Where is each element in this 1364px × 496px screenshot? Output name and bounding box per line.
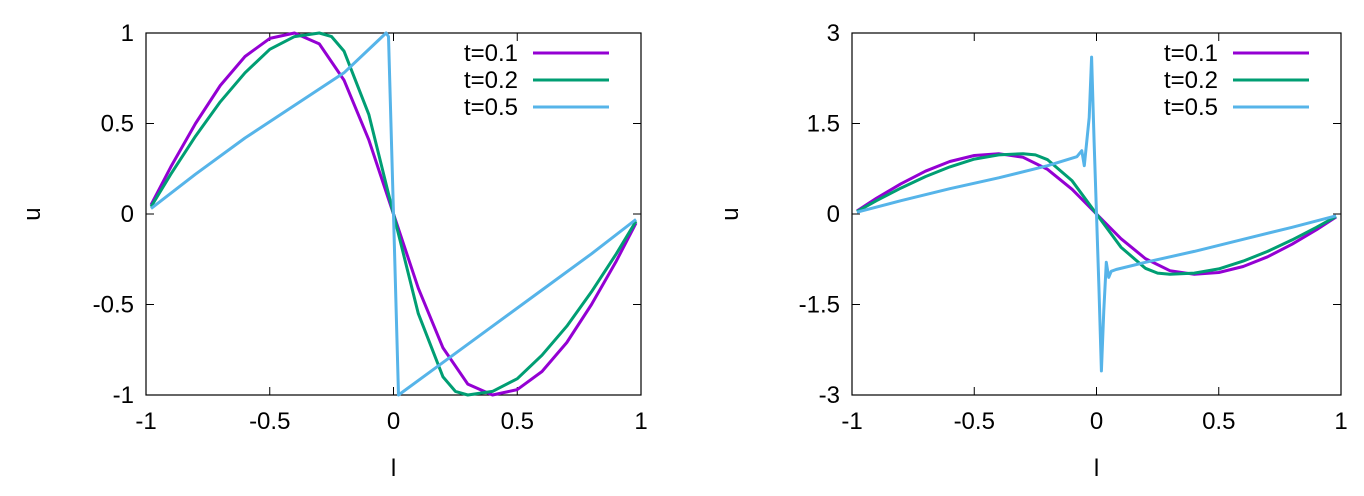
x-tick-label: 0: [387, 408, 400, 435]
chart-left: -1 -0.5 0 0.5 1 -1 -0.5 0 0.5 1 l u t=0.1t=0.2t=0.5: [19, 20, 648, 482]
y-tick-label: 3: [827, 20, 840, 47]
y-axis-label: u: [717, 207, 744, 220]
y-tick-label: 1.5: [807, 111, 840, 138]
x-tick-label: 1: [1334, 408, 1347, 435]
x-tick-label: 1: [634, 408, 647, 435]
y-tick-label: -1.5: [799, 292, 840, 319]
series-line-3: [856, 55, 1337, 373]
chart-right: -1 -0.5 0 0.5 1 -3 -1.5 0 1.5 3 l u t=0.1t=0.2t=0.5: [717, 20, 1348, 482]
x-tick-label: -0.5: [954, 408, 995, 435]
y-axis-label: u: [19, 207, 46, 220]
y-tick-label: 1: [121, 20, 134, 47]
legend-label: t=0.2: [464, 67, 518, 94]
y-tick-label: -3: [819, 382, 840, 409]
x-axis-label: l: [391, 455, 396, 482]
series-line-3: [150, 31, 637, 397]
legend-label: t=0.5: [464, 94, 518, 121]
y-tick-label: -1: [113, 382, 134, 409]
y-tick-label: 0.5: [101, 111, 134, 138]
x-tick-label: 0.5: [501, 408, 534, 435]
x-tick-label: -0.5: [249, 408, 290, 435]
legend-label: t=0.2: [1164, 67, 1218, 94]
y-tick-label: 0: [827, 201, 840, 228]
x-tick-label: -1: [135, 408, 156, 435]
x-tick-label: 0.5: [1202, 408, 1235, 435]
y-tick-label: -0.5: [93, 292, 134, 319]
left-chart-panel: -1 -0.5 0 0.5 1 -1 -0.5 0 0.5 1 l u t=0.1 t=0.2 t=0.5: [19, 20, 648, 482]
legend-label: t=0.1: [1164, 40, 1218, 67]
y-tick-label: 0: [121, 201, 134, 228]
legend-label: t=0.1: [464, 40, 518, 67]
x-tick-label: -1: [841, 408, 862, 435]
legend-label: t=0.5: [1164, 94, 1218, 121]
right-chart-panel: -1 -0.5 0 0.5 1 -3 -1.5 0 1.5 3 l u t=0.1 t=0.2 t=0.5: [682, 0, 1364, 496]
x-axis-label: l: [1094, 455, 1099, 482]
x-tick-label: 0: [1090, 408, 1103, 435]
